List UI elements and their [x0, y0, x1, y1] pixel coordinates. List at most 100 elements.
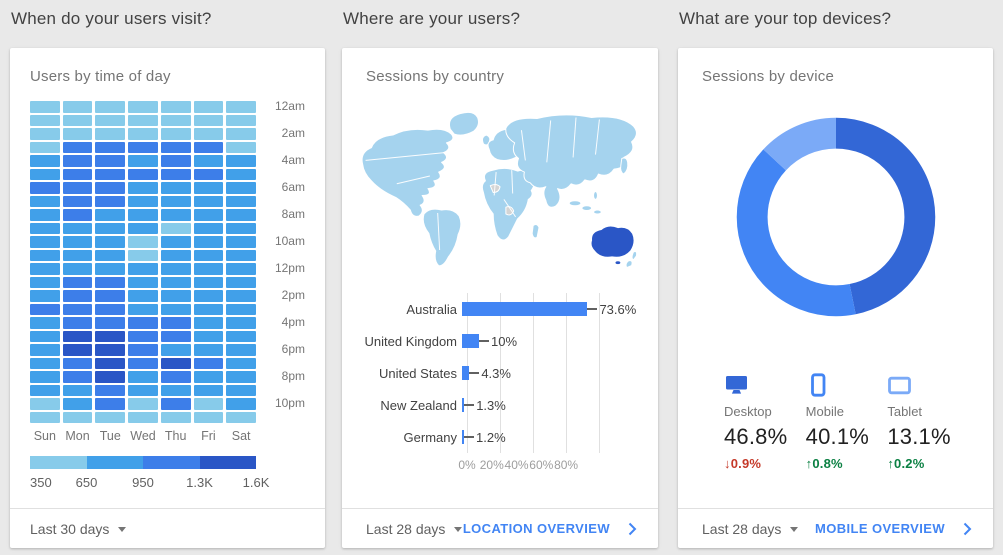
map-japan	[620, 157, 629, 175]
heatmap-cell	[160, 344, 191, 356]
heatmap-cell	[62, 141, 93, 153]
device-delta: ↓0.9%	[724, 456, 806, 471]
question-when-visit: When do your users visit?	[11, 9, 212, 28]
heatmap-day-label: Sat	[231, 429, 251, 443]
heatmap-cell	[226, 276, 256, 288]
geo-card-footer: Last 28 days LOCATION OVERVIEW	[342, 508, 658, 548]
heatmap-cell	[62, 168, 93, 180]
map-greenland	[449, 111, 479, 136]
heatmap-cell	[128, 263, 158, 275]
link-label: MOBILE OVERVIEW	[815, 521, 945, 536]
heatmap-cell	[160, 249, 191, 261]
heatmap-cell	[160, 384, 191, 396]
map-australia	[590, 225, 635, 258]
device-share-value: 40.1%	[805, 424, 870, 449]
date-range-selector[interactable]: Last 28 days	[702, 521, 799, 537]
heatmap-cell	[128, 128, 158, 140]
legend-color-segment	[30, 456, 87, 469]
legend-stop-label: 1.6K	[242, 475, 270, 490]
heatmap-day-spacer	[259, 429, 305, 443]
date-range-selector[interactable]: Last 28 days	[366, 521, 463, 537]
heatmap-cell	[160, 276, 191, 288]
device-stat-desktop: Desktop 46.8% ↓0.9%	[724, 371, 806, 471]
heatmap-cell	[30, 222, 60, 234]
heatmap-cell	[193, 303, 224, 315]
heatmap-cell	[95, 290, 126, 302]
heatmap-cell	[62, 114, 93, 126]
map-new-zealand-south	[625, 260, 633, 269]
dropdown-caret-icon	[118, 527, 127, 532]
heatmap-cell	[95, 303, 126, 315]
heatmap-cell	[226, 141, 256, 153]
heatmap-color-legend	[30, 456, 256, 469]
heatmap-cell	[226, 195, 256, 207]
bar-chart-x-axis: 0% 20% 40% 60% 80%	[458, 453, 578, 473]
donut-segment-tablet	[736, 117, 935, 317]
delta-value: 0.2%	[894, 456, 925, 471]
heatmap-cell	[95, 168, 126, 180]
country-label: United States	[378, 365, 457, 381]
device-delta: ↑0.2%	[887, 456, 969, 471]
country-label: New Zealand	[380, 397, 457, 413]
heatmap-cell	[226, 303, 256, 315]
heatmap-cell	[160, 141, 191, 153]
heatmap-cell	[160, 155, 191, 167]
bar-callout-line	[464, 436, 475, 438]
heatmap-cell	[160, 290, 191, 302]
heatmap-cell	[128, 317, 158, 329]
heatmap-cell	[226, 101, 256, 113]
bar-callout-line	[479, 340, 490, 342]
heatmap-day-label: Thu	[164, 429, 187, 443]
heatmap-cell	[193, 141, 224, 153]
device-share-value: 46.8%	[724, 424, 788, 449]
device-stats-row: Desktop 46.8% ↓0.9% Mobile 40.1% ↑0.8%	[702, 371, 969, 471]
mobile-overview-link[interactable]: MOBILE OVERVIEW	[815, 521, 975, 537]
heatmap-cell	[193, 249, 224, 261]
heatmap-cell	[160, 411, 191, 423]
users-by-time-card: Users by time of day 12am 2am 4am 6am 8am 10a…	[10, 48, 325, 548]
heatmap-cell	[30, 371, 60, 383]
heatmap-cell	[226, 222, 256, 234]
heatmap-cell	[160, 101, 191, 113]
location-overview-link[interactable]: LOCATION OVERVIEW	[463, 521, 640, 537]
panel-title-sessions-by-country: Sessions by country	[366, 68, 505, 85]
date-range-selector[interactable]: Last 30 days	[30, 521, 127, 537]
heatmap-cell	[62, 222, 93, 234]
heatmap-cell	[226, 384, 256, 396]
heatmap-hour-label	[259, 169, 305, 181]
world-map	[350, 101, 652, 287]
country-percent-label: 73.6%	[599, 301, 637, 317]
chevron-right-icon	[624, 521, 640, 537]
heatmap-cell	[30, 303, 60, 315]
heatmap-cell	[193, 263, 224, 275]
country-label: Germany	[403, 429, 457, 445]
heatmap-cell	[226, 330, 256, 342]
legend-color-segment	[199, 456, 256, 469]
heatmap-cell	[160, 209, 191, 221]
legend-stop-label: 950	[132, 475, 154, 490]
heatmap-hour-label: 12am	[274, 99, 305, 113]
heatmap-cell	[30, 168, 60, 180]
heatmap-legend-labels: 350 650 950 1.3K 1.6K	[30, 475, 269, 491]
heatmap-cell	[128, 236, 158, 248]
dropdown-caret-icon	[790, 527, 799, 532]
heatmap-cell	[160, 168, 191, 180]
heatmap-cell	[62, 371, 93, 383]
heatmap-hour-label: 4pm	[281, 315, 305, 329]
heatmap-cell	[160, 317, 191, 329]
gridline	[598, 293, 600, 453]
heatmap-hour-label	[259, 250, 305, 262]
device-card-footer: Last 28 days MOBILE OVERVIEW	[678, 508, 993, 548]
heatmap-cell	[226, 249, 256, 261]
heatmap-cell	[193, 128, 224, 140]
heatmap-cell	[62, 249, 93, 261]
map-asia	[505, 114, 637, 208]
country-bar-row: New Zealand 1.3%	[362, 389, 612, 421]
heatmap-cell	[128, 276, 158, 288]
heatmap-cell	[193, 276, 224, 288]
heatmap-cell	[62, 263, 93, 275]
heatmap-cell	[95, 411, 126, 423]
heatmap-cell	[95, 371, 126, 383]
heatmap-cell	[62, 303, 93, 315]
heatmap-cell	[226, 344, 256, 356]
